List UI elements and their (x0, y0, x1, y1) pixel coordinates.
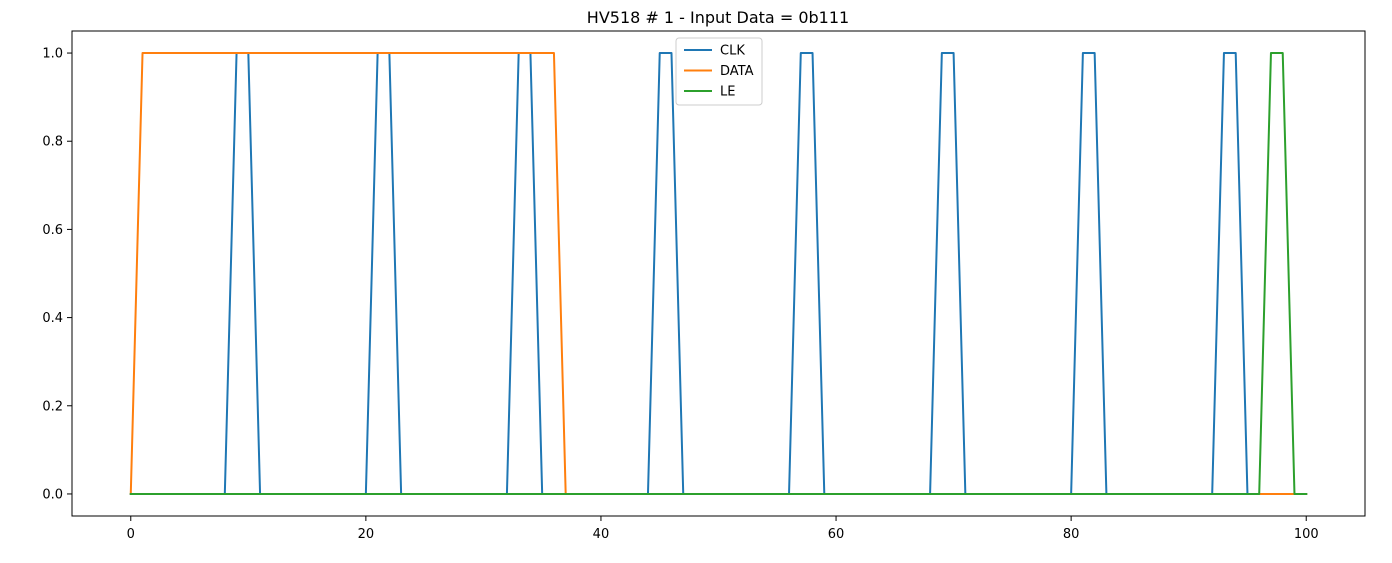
legend-label-data: DATA (720, 64, 754, 79)
y-tick-label: 1.0 (42, 47, 63, 62)
y-tick-label: 0.8 (42, 135, 63, 150)
legend-box (675, 37, 763, 106)
x-axis: 0 20 40 60 80 100 (127, 516, 1319, 542)
plot-frame (71, 30, 1366, 517)
y-axis: 0.0 0.2 0.4 0.6 0.8 1.0 (42, 47, 72, 502)
x-tick-label: 100 (1294, 527, 1319, 542)
legend: CLK DATA LE (675, 37, 763, 106)
legend-label-clk: CLK (720, 44, 745, 59)
y-tick-label: 0.6 (42, 223, 63, 238)
x-tick-label: 40 (593, 527, 610, 542)
y-tick-label: 0.4 (42, 311, 63, 326)
chart-title: HV518 # 1 - Input Data = 0b111 (587, 8, 849, 27)
x-tick-label: 20 (358, 527, 375, 542)
series-line-data (129, 52, 1308, 495)
legend-label-le: LE (720, 85, 735, 100)
x-tick-label: 60 (828, 527, 845, 542)
y-tick-label: 0.2 (42, 399, 63, 414)
x-tick-label: 80 (1063, 527, 1080, 542)
series-line-le (129, 52, 1308, 495)
series-layer (129, 52, 1308, 495)
x-tick-label: 0 (127, 527, 135, 542)
y-tick-label: 0.0 (42, 487, 63, 502)
series-line-clk (129, 52, 1308, 495)
